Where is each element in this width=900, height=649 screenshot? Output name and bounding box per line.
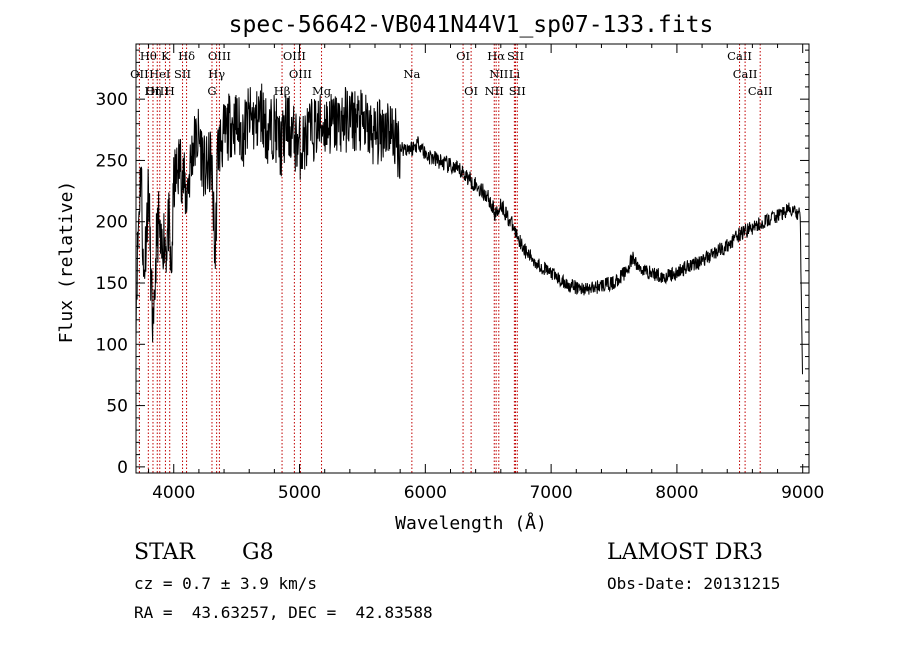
marker-label-18: OIII	[146, 84, 169, 98]
x-axis-label: Wavelength (Å)	[395, 512, 547, 534]
marker-label-26: SII	[509, 84, 526, 98]
marker-label-24: OI	[464, 84, 478, 98]
marker-label-2: Hδ	[178, 49, 195, 63]
marker-label-13: OIII	[289, 67, 312, 81]
spectrum-line	[135, 83, 803, 375]
x-tick-label: 5000	[278, 483, 321, 503]
marker-label-15: NII	[489, 67, 508, 81]
marker-label-17: CaII	[733, 67, 758, 81]
marker-label-10: HeI	[149, 67, 170, 81]
y-axis-label: Flux (relative)	[56, 181, 77, 344]
y-tick-label: 200	[96, 213, 128, 233]
marker-label-7: SII	[507, 49, 524, 63]
marker-label-9: OII	[130, 67, 149, 81]
y-tick-label: 250	[96, 151, 128, 171]
marker-label-16: Li	[509, 67, 521, 81]
observation-date: Obs-Date: 20131215	[607, 574, 781, 593]
marker-label-23: Mg	[312, 84, 332, 98]
marker-label-27: CaII	[748, 84, 773, 98]
x-tick-label: 7000	[529, 483, 572, 503]
survey-name: LAMOST DR3	[607, 540, 763, 565]
y-tick-label: 150	[96, 274, 128, 294]
redshift-velocity: cz = 0.7 ± 3.9 km/s	[134, 574, 318, 593]
axes: 4000 5000 6000 7000 8000 9000 0 50 100 150 200 250 3…	[96, 44, 824, 503]
marker-label-25: NII	[485, 84, 504, 98]
marker-label-14: Na	[403, 67, 420, 81]
spectrum-series	[135, 83, 803, 375]
coordinates: RA = 43.63257, DEC = 42.83588	[134, 603, 433, 622]
marker-label-12: Hγ	[208, 67, 225, 81]
marker-label-0: Hθ	[140, 49, 157, 63]
marker-label-21: G	[207, 84, 216, 98]
y-tick-label: 100	[96, 335, 128, 355]
marker-label-3: OIII	[208, 49, 231, 63]
y-tick-label: 0	[117, 458, 128, 478]
marker-label-20: H	[165, 84, 175, 98]
marker-label-8: CaII	[727, 49, 752, 63]
marker-label-22: Hβ	[274, 84, 291, 98]
chart-title: spec-56642-VB041N44V1_sp07-133.fits	[229, 12, 714, 38]
x-tick-label: 8000	[655, 483, 698, 503]
object-type: STAR	[134, 540, 195, 565]
marker-label-6: Hα	[487, 49, 505, 63]
x-tick-label: 4000	[152, 483, 195, 503]
marker-label-5: OI	[456, 49, 470, 63]
x-tick-label: 6000	[404, 483, 447, 503]
object-subclass: G8	[242, 540, 274, 565]
y-tick-label: 50	[106, 397, 128, 417]
marker-label-1: K	[161, 49, 170, 63]
marker-label-19: Hη	[145, 84, 162, 98]
x-tick-label: 9000	[781, 483, 824, 503]
marker-label-11: SII	[174, 67, 191, 81]
y-tick-label: 300	[96, 90, 128, 110]
marker-label-4: OIII	[283, 49, 306, 63]
